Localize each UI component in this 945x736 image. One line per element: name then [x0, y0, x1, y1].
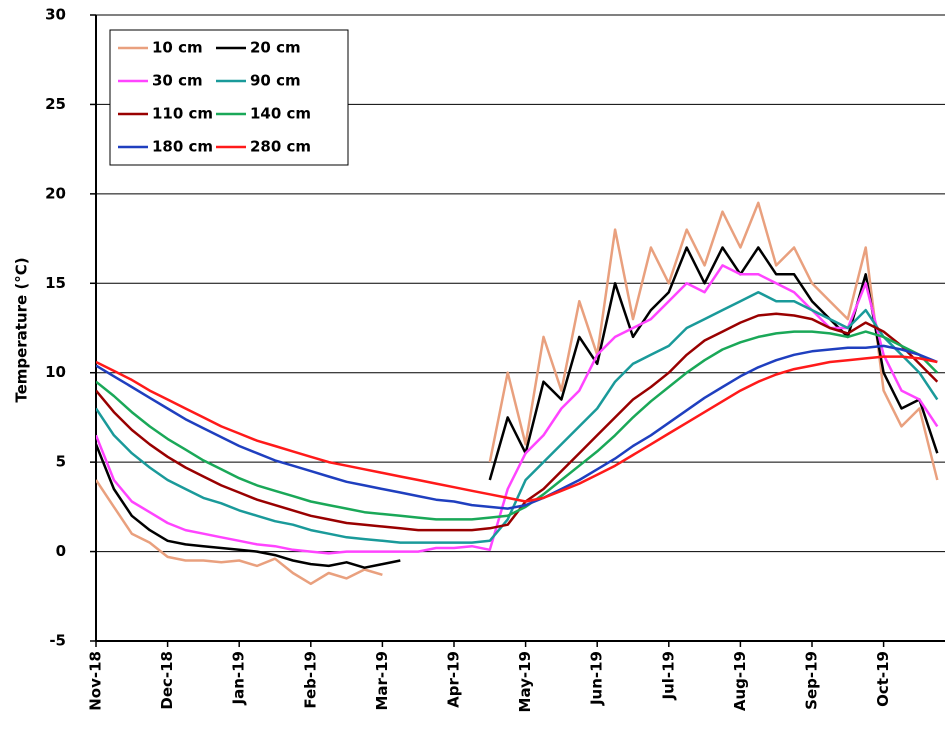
- x-tick-label: Feb-19: [301, 651, 319, 709]
- legend-label: 20 cm: [250, 39, 301, 57]
- y-tick-label: -5: [49, 632, 66, 650]
- y-tick-label: 10: [45, 363, 66, 381]
- x-tick-label: Jun-19: [588, 651, 606, 706]
- legend-label: 90 cm: [250, 72, 301, 90]
- x-tick-label: Jul-19: [659, 651, 677, 701]
- x-tick-label: Sep-19: [803, 651, 821, 710]
- y-tick-label: 0: [56, 542, 66, 560]
- x-tick-label: May-19: [516, 651, 534, 712]
- legend-box: [109, 29, 349, 166]
- series-line: [96, 290, 939, 544]
- legend-label: 30 cm: [152, 72, 203, 90]
- series-line: [96, 330, 939, 521]
- series-line: [96, 312, 939, 532]
- series-line: [96, 201, 939, 586]
- legend-label: 140 cm: [250, 105, 311, 123]
- x-tick-label: Aug-19: [731, 651, 749, 711]
- x-tick-label: Oct-19: [874, 651, 892, 707]
- y-axis-title: Temperature (°C): [13, 257, 31, 402]
- y-tick-label: 15: [45, 274, 66, 292]
- y-tick-label: 25: [45, 95, 66, 113]
- series-line: [96, 355, 938, 503]
- legend-label: 180 cm: [152, 138, 213, 156]
- series-line: [96, 344, 938, 510]
- series-line: [96, 246, 939, 569]
- legend-label: 110 cm: [152, 105, 213, 123]
- series-line: [96, 264, 939, 555]
- x-tick-label: Apr-19: [445, 651, 463, 708]
- x-tick-label: Dec-18: [158, 651, 176, 710]
- x-tick-label: Jan-19: [230, 651, 248, 705]
- x-tick-label: Nov-18: [87, 651, 105, 711]
- y-tick-label: 30: [45, 6, 66, 24]
- y-tick-label: 5: [56, 453, 66, 471]
- legend-label: 280 cm: [250, 138, 311, 156]
- x-tick-label: Mar-19: [373, 651, 391, 711]
- legend-label: 10 cm: [152, 39, 203, 57]
- y-tick-label: 20: [45, 184, 66, 202]
